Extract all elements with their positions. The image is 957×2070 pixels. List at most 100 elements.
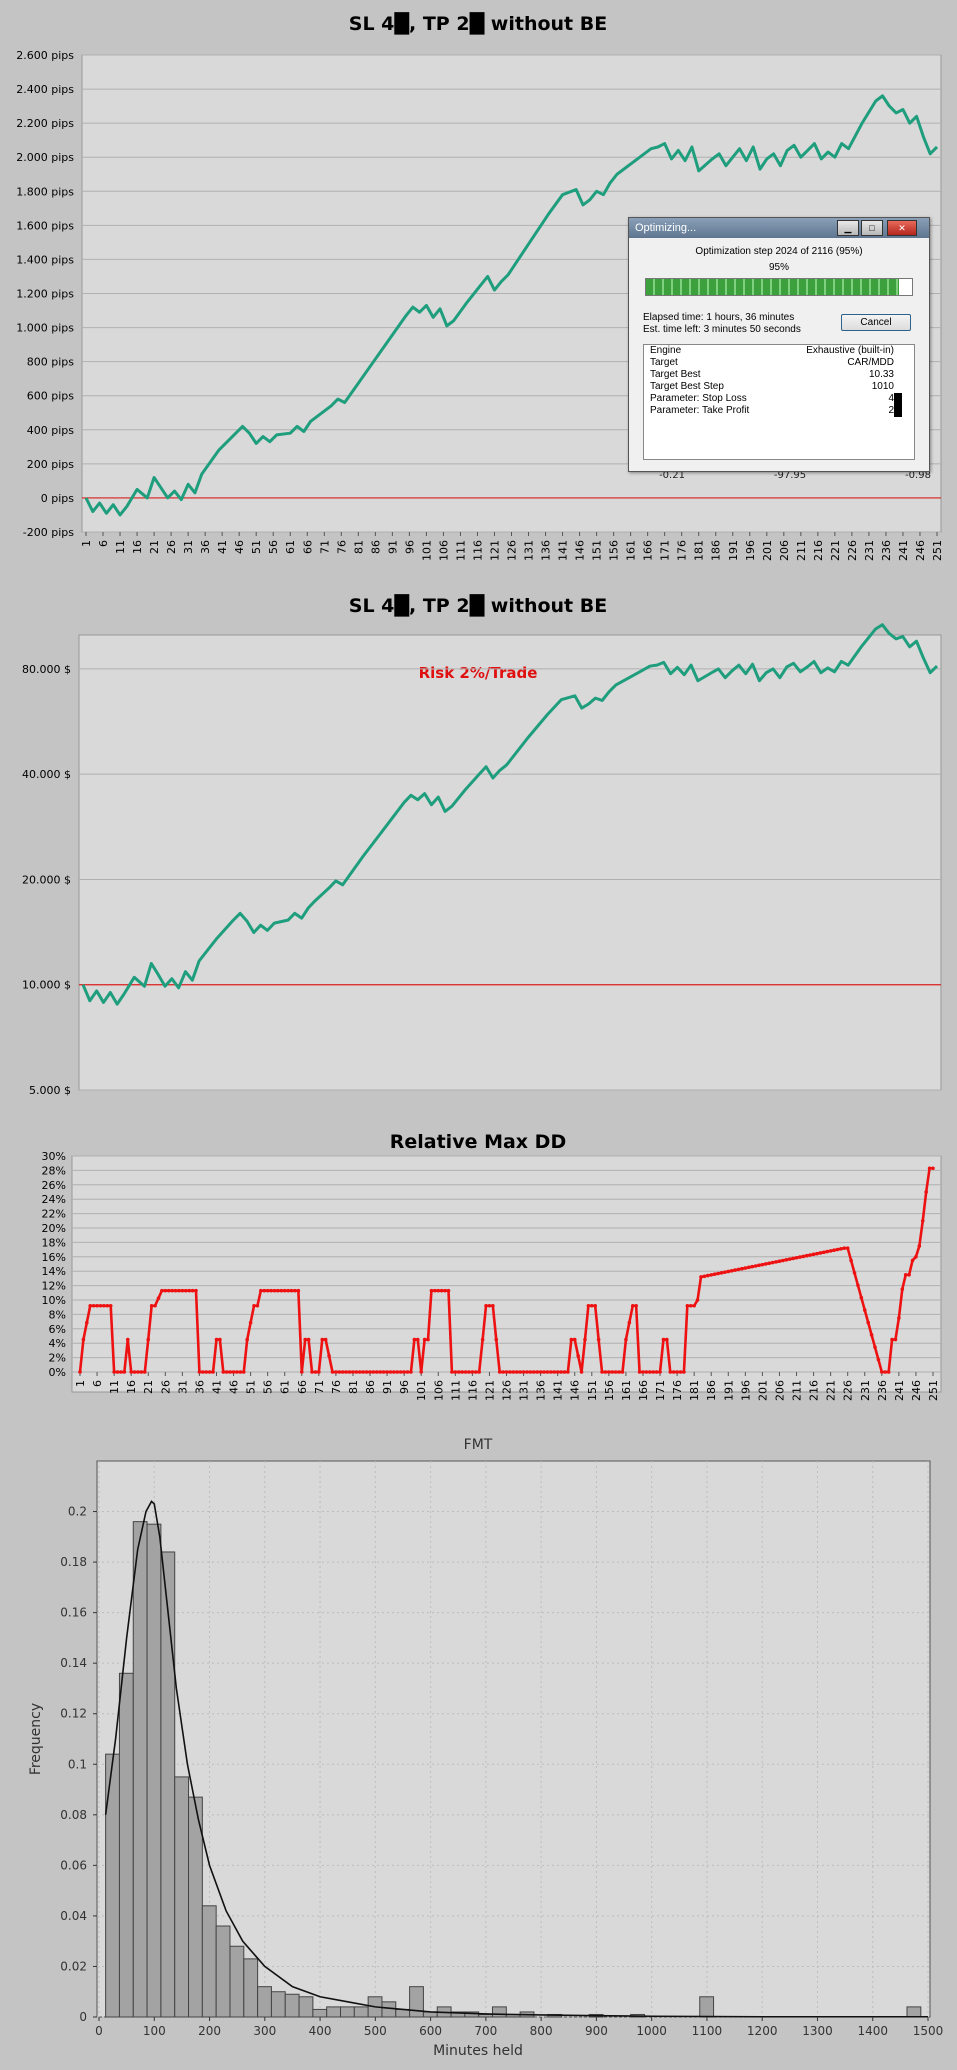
optimization-percent: 95%	[768, 262, 789, 273]
pips-x-tick-label: 1	[80, 540, 93, 547]
drawdown-point	[265, 1288, 270, 1293]
drawdown-point	[613, 1370, 618, 1374]
drawdown-point	[736, 1267, 741, 1272]
drawdown-point	[620, 1370, 625, 1374]
drawdown-x-tick-label: 106	[432, 1380, 445, 1401]
drawdown-point	[494, 1337, 499, 1342]
drawdown-x-tick-label: 151	[586, 1380, 599, 1401]
drawdown-point	[415, 1337, 420, 1342]
drawdown-point	[914, 1255, 918, 1259]
equity-y-tick-label: 10.000 $	[22, 979, 71, 992]
drawdown-point	[883, 1370, 888, 1374]
drawdown-point	[920, 1219, 925, 1223]
drawdown-x-axis: 1 6 11 16 21 26 31 36 41 46 51 56 61 66 71 76 81 86 91 96 10…	[74, 1372, 940, 1401]
drawdown-x-tick-label: 251	[927, 1380, 940, 1401]
drawdown-point	[501, 1370, 505, 1374]
drawdown-y-tick-label: 2%	[49, 1352, 66, 1365]
drawdown-point	[590, 1303, 594, 1308]
fmt-x-axis: 0 100 200 300 400 500 600 700 800 900 1000 1100 1200…	[95, 2017, 943, 2038]
pips-x-tick-label: 81	[352, 540, 365, 554]
drawdown-x-tick-label: 161	[620, 1380, 633, 1401]
drawdown-point	[907, 1273, 911, 1277]
pips-y-tick-label: 1.000 pips	[16, 322, 74, 335]
drawdown-point	[719, 1271, 724, 1275]
drawdown-x-tick-label: 131	[518, 1380, 531, 1401]
drawdown-point	[214, 1337, 219, 1342]
pips-x-tick-label: 101	[420, 540, 433, 561]
pips-x-tick-label: 186	[710, 540, 723, 561]
drawdown-point	[153, 1303, 157, 1308]
drawdown-point	[207, 1370, 212, 1374]
fmt-bar	[491, 2006, 507, 2018]
drawdown-point	[180, 1288, 185, 1293]
minimize-icon[interactable]: ▁	[837, 220, 859, 236]
drawdown-point	[682, 1370, 686, 1374]
pips-x-tick-label: 21	[148, 540, 161, 554]
drawdown-point	[685, 1303, 690, 1308]
drawdown-point	[340, 1370, 345, 1374]
drawdown-point	[675, 1370, 679, 1374]
drawdown-point	[514, 1370, 519, 1374]
fmt-bar	[312, 2008, 328, 2018]
optimizer-row-value: 2	[888, 405, 894, 416]
drawdown-point	[361, 1370, 365, 1374]
drawdown-point	[723, 1270, 727, 1274]
drawdown-point	[98, 1303, 103, 1308]
drawdown-point	[702, 1274, 707, 1279]
drawdown-point	[630, 1303, 635, 1308]
drawdown-point	[388, 1370, 393, 1374]
optimizer-row-key: Engine	[650, 345, 682, 356]
drawdown-point	[211, 1370, 215, 1374]
cancel-button[interactable]: Cancel	[841, 314, 911, 331]
fmt-title: FMT	[464, 1437, 493, 1453]
drawdown-x-tick-label: 26	[159, 1380, 172, 1394]
drawdown-point	[552, 1370, 557, 1374]
pips-y-tick-label: 2.600 pips	[16, 49, 74, 62]
drawdown-point	[422, 1337, 427, 1342]
drawdown-point	[579, 1370, 584, 1374]
drawdown-point	[405, 1370, 410, 1374]
pips-x-tick-label: 226	[846, 540, 859, 561]
drawdown-point	[177, 1288, 181, 1293]
drawdown-y-tick-label: 22%	[42, 1208, 66, 1221]
pips-y-tick-label: 1.200 pips	[16, 288, 74, 301]
fmt-y-tick-label: 0	[79, 2010, 87, 2024]
drawdown-x-tick-label: 216	[808, 1380, 821, 1401]
pips-y-tick-label: 1.400 pips	[16, 253, 74, 266]
drawdown-point	[487, 1303, 492, 1308]
drawdown-point	[743, 1266, 748, 1270]
drawdown-point	[555, 1370, 560, 1374]
drawdown-point	[269, 1288, 273, 1293]
close-icon[interactable]: ✕	[887, 220, 917, 236]
equity-y-axis: 80.000 $ 40.000 $ 20.000 $ 10.000 $ 5.000 $	[22, 663, 71, 1097]
optimizer-row: Target CAR/MDD	[644, 357, 914, 369]
drawdown-point	[671, 1370, 676, 1374]
maximize-icon[interactable]: □	[861, 220, 883, 236]
fmt-panel: FMT 0 0.02 0.04 0.06 0.08 0.1 0.12 0.14 0.16 0.18…	[0, 1415, 957, 2070]
pips-y-tick-label: 2.000 pips	[16, 151, 74, 164]
drawdown-x-tick-label: 1	[74, 1380, 87, 1387]
pips-chart-title: SL 4█, TP 2█ without BE	[349, 12, 607, 35]
drawdown-point	[286, 1288, 290, 1293]
fmt-bar	[270, 1991, 286, 2018]
drawdown-chart: Relative Max DD 30%28%26%24%22%20%18%16%…	[42, 1131, 942, 1401]
drawdown-point	[781, 1258, 785, 1263]
drawdown-x-tick-label: 21	[142, 1380, 155, 1394]
drawdown-x-tick-label: 186	[705, 1380, 718, 1401]
fmt-x-tick-label: 1500	[913, 2024, 944, 2038]
drawdown-point	[777, 1259, 782, 1263]
optimizer-row-key: Parameter: Stop Loss	[650, 393, 747, 404]
drawdown-point	[893, 1337, 898, 1342]
drawdown-point	[201, 1370, 205, 1374]
pips-x-tick-label: 91	[386, 540, 399, 554]
optimizer-row-value: 10.33	[868, 369, 894, 380]
equity-chart: SL 4█, TP 2█ without BE Risk 2%/Trade 80…	[22, 594, 942, 1097]
drawdown-point	[518, 1370, 522, 1374]
drawdown-point	[395, 1370, 400, 1374]
drawdown-x-tick-label: 111	[449, 1380, 462, 1401]
drawdown-x-tick-label: 46	[228, 1380, 241, 1394]
drawdown-point	[443, 1288, 447, 1293]
drawdown-point	[804, 1253, 809, 1258]
drawdown-point	[160, 1288, 164, 1293]
drawdown-point	[375, 1370, 379, 1374]
